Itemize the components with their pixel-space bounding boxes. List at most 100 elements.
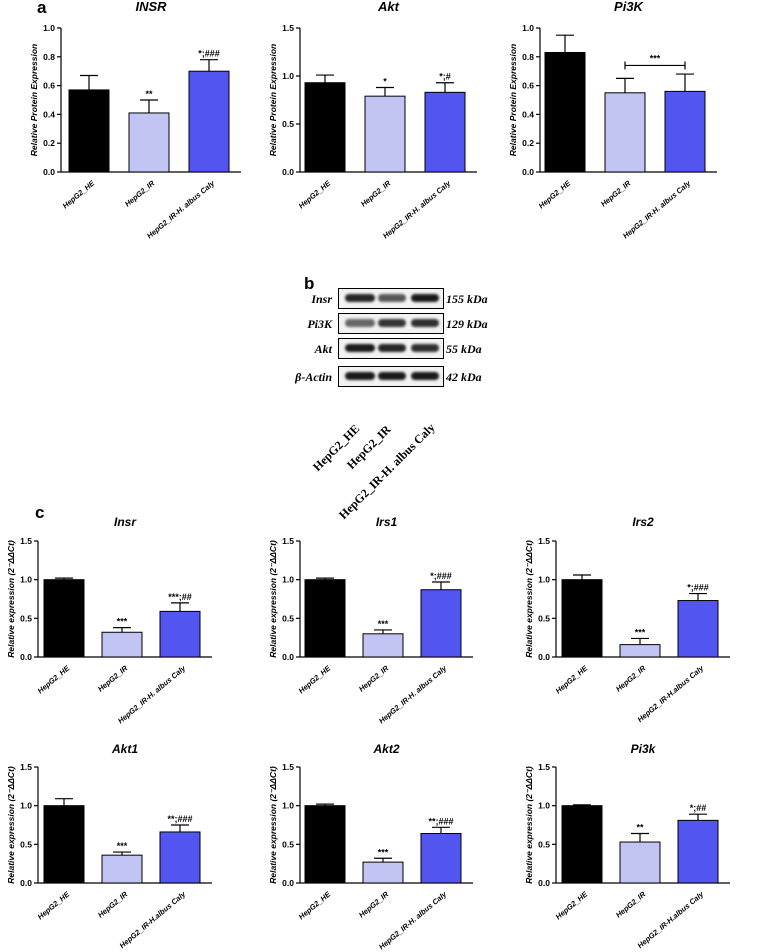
blot-band xyxy=(345,344,375,352)
y-axis-label: Relative Protein Expression xyxy=(268,44,278,156)
chart-insr-protein: INSR Relative Protein Expression 0.0 0.2 0.4… xyxy=(29,0,241,240)
y-tick-label: 0.5 xyxy=(538,839,550,849)
x-tick-label: HepG2_IR-H. albus Caly xyxy=(145,178,217,240)
blot-band xyxy=(345,372,375,380)
x-tick-label: HepG2_IR xyxy=(96,663,130,693)
significance-label: ** xyxy=(636,823,644,833)
y-axis-label: Relative Protein Expression xyxy=(29,44,39,156)
x-tick-label: HepG2_HE xyxy=(36,663,72,695)
bar xyxy=(424,91,466,173)
bar xyxy=(101,631,143,658)
chart-irs1-mrna: Irs1 Relative expression (2⁻ΔΔCt) 0.0 0.5 1.… xyxy=(268,515,473,725)
bar xyxy=(561,579,603,658)
y-tick-label: 0.0 xyxy=(20,652,32,662)
y-tick-label: 0.6 xyxy=(522,81,534,91)
x-tick-label: HepG2_HE xyxy=(297,889,333,921)
chart-akt-protein: Akt Relative Protein Expression 0.0 0.5 1.0 1… xyxy=(268,0,477,240)
bar xyxy=(664,90,706,173)
x-tick-label: HepG2_IR xyxy=(357,889,391,919)
significance-label: *;### xyxy=(198,49,220,59)
y-tick-label: 0.0 xyxy=(538,652,550,662)
blot-protein-label: Pi3K xyxy=(307,317,332,331)
y-tick-label: 1.0 xyxy=(20,575,32,585)
x-tick-label: HepG2_IR xyxy=(96,889,130,919)
significance-label: *;## xyxy=(690,803,707,813)
chart-pi3k-mrna: Pi3k Relative expression (2⁻ΔΔCt) 0.0 0.5 1.… xyxy=(524,742,730,950)
y-tick-label: 1.0 xyxy=(282,801,294,811)
bar xyxy=(304,805,346,884)
y-tick-label: 1.5 xyxy=(20,762,32,772)
x-tick-label: HepG2_HE xyxy=(554,889,590,921)
chart-akt1-mrna: Akt1 Relative expression (2⁻ΔΔCt) 0.0 0.5 1.… xyxy=(6,742,212,950)
x-tick-label: HepG2_HE xyxy=(36,889,72,921)
y-tick-label: 1.5 xyxy=(538,536,550,546)
y-tick-label: 0.4 xyxy=(43,109,55,119)
chart-title: INSR xyxy=(135,0,167,14)
x-tick-label: HepG2_IR-H. albus Caly xyxy=(381,178,453,240)
panel-letter-b: b xyxy=(304,274,315,293)
y-tick-label: 0.5 xyxy=(538,613,550,623)
bar xyxy=(188,70,230,173)
chart-insr-mrna: Insr Relative expression (2⁻ΔΔCt) 0.0 0.5 1.… xyxy=(6,515,212,725)
x-tick-label: HepG2_IR-H.albus Caly xyxy=(118,889,188,950)
y-axis-label: Relative Protein Expression xyxy=(508,44,518,156)
y-tick-label: 0.2 xyxy=(522,138,534,148)
blot-band xyxy=(378,294,406,302)
chart-title: Irs1 xyxy=(376,515,398,529)
bar xyxy=(43,805,85,884)
x-tick-label: HepG2_IR xyxy=(599,178,633,208)
bar xyxy=(364,95,406,173)
bar xyxy=(68,89,110,173)
chart-title: Akt1 xyxy=(111,742,138,756)
y-tick-label: 0.0 xyxy=(522,167,534,177)
y-tick-label: 1.0 xyxy=(43,23,55,33)
y-tick-label: 1.5 xyxy=(282,536,294,546)
panel-letter-c: c xyxy=(35,503,45,522)
y-tick-label: 1.5 xyxy=(20,536,32,546)
y-axis-label: Relative expression (2⁻ΔΔCt) xyxy=(6,766,16,884)
y-tick-label: 0.4 xyxy=(522,109,534,119)
y-tick-label: 0.0 xyxy=(43,167,55,177)
x-tick-label: HepG2_HE xyxy=(297,663,333,695)
blot-band xyxy=(378,372,406,380)
x-tick-label: HepG2_IR xyxy=(359,178,393,208)
chart-title: Irs2 xyxy=(632,515,654,529)
y-tick-label: 1.5 xyxy=(282,23,294,33)
blot-band xyxy=(411,319,439,327)
significance-label: **;### xyxy=(167,814,192,824)
bar xyxy=(362,633,404,658)
blot-row-beta-actin xyxy=(338,366,444,387)
y-axis-label: Relative expression (2⁻ΔΔCt) xyxy=(524,766,534,884)
significance-label: **;### xyxy=(428,816,453,826)
bar xyxy=(561,805,603,884)
significance-label: *** xyxy=(635,627,646,637)
y-tick-label: 0.0 xyxy=(282,652,294,662)
significance-label: ** xyxy=(145,89,153,99)
bar xyxy=(159,831,201,884)
significance-label: ***;## xyxy=(168,592,192,602)
bar xyxy=(304,82,346,173)
western-blot-panel: Insr 155 kDa Pi3K 129 kDa Akt 55 kDa β-A… xyxy=(280,276,510,522)
y-axis-label: Relative expression (2⁻ΔΔCt) xyxy=(268,766,278,884)
significance-label: *;### xyxy=(430,571,452,581)
y-axis-label: Relative expression (2⁻ΔΔCt) xyxy=(6,540,16,658)
x-tick-label: HepG2_HE xyxy=(61,178,97,210)
blot-protein-label: Akt xyxy=(314,342,332,356)
x-tick-label: HepG2_IR xyxy=(614,889,648,919)
x-tick-label: HepG2_HE xyxy=(537,178,573,210)
blot-protein-label: β-Actin xyxy=(295,370,332,384)
blot-kda-label: 129 kDa xyxy=(446,317,488,331)
y-tick-label: 1.0 xyxy=(538,575,550,585)
significance-label: *;### xyxy=(687,583,709,593)
y-tick-label: 0.8 xyxy=(43,52,55,62)
y-tick-label: 0.5 xyxy=(20,839,32,849)
y-tick-label: 0.5 xyxy=(282,839,294,849)
x-tick-label: HepG2_IR-H. albus Caly xyxy=(621,178,693,240)
panel-letter-a: a xyxy=(37,0,47,17)
blot-band xyxy=(378,344,406,352)
y-tick-label: 1.5 xyxy=(282,762,294,772)
y-tick-label: 0.8 xyxy=(522,52,534,62)
y-axis-label: Relative expression (2⁻ΔΔCt) xyxy=(524,540,534,658)
bar xyxy=(420,589,462,658)
y-axis-label: Relative expression (2⁻ΔΔCt) xyxy=(268,540,278,658)
